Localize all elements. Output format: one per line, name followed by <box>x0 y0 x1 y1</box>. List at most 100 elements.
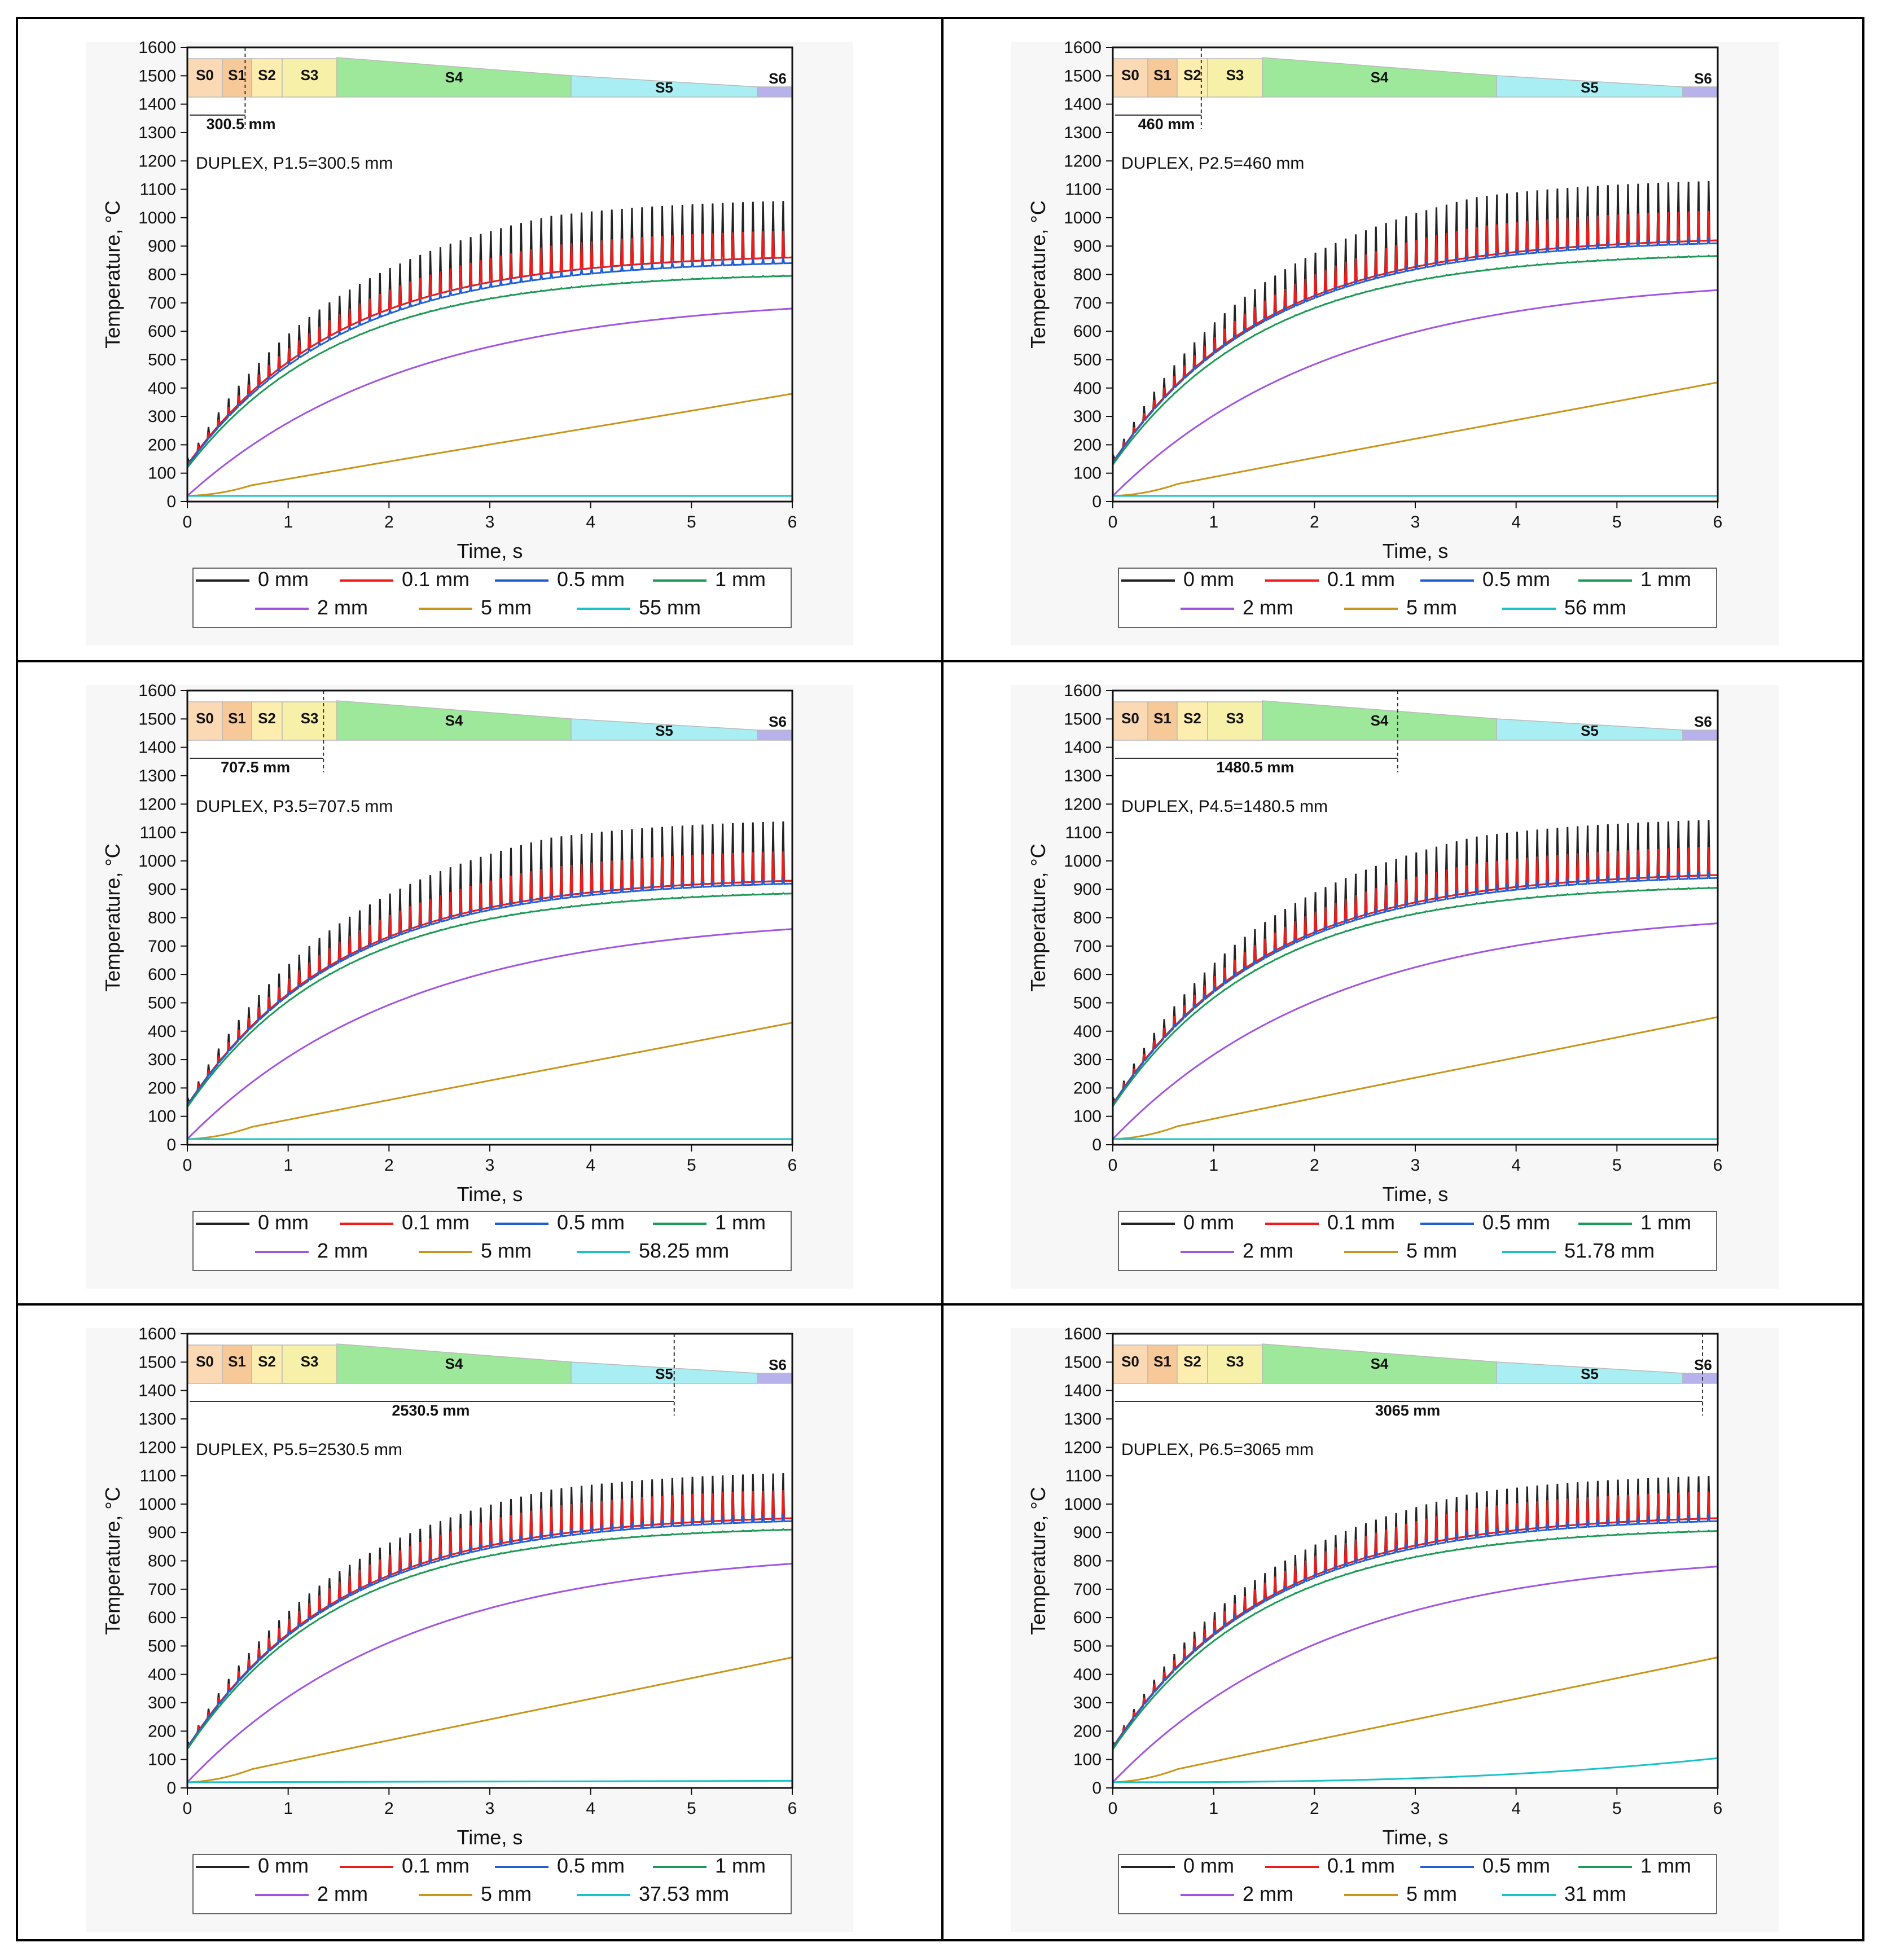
y-axis-label: Temperature, °C <box>1026 200 1050 349</box>
legend-box <box>1118 1854 1717 1914</box>
grid-horizontal-divider-2 <box>18 1303 1862 1306</box>
legend-label-37-53-mm: 37.53 mm <box>639 1882 729 1905</box>
y-tick-label-0: 0 <box>166 493 176 511</box>
y-tick-label-900: 900 <box>148 237 176 256</box>
y-tick-label-200: 200 <box>1073 1079 1102 1097</box>
x-tick-label-3: 3 <box>1411 513 1420 531</box>
y-tick-label-1200: 1200 <box>138 1438 176 1457</box>
y-tick-label-500: 500 <box>1073 350 1102 369</box>
section-s6 <box>1682 86 1718 98</box>
x-tick-label-5: 5 <box>1612 513 1622 531</box>
section-label-s5: S5 <box>655 79 673 96</box>
legend-label-2-mm: 2 mm <box>1243 1239 1293 1262</box>
series-line-2-mm <box>187 307 793 497</box>
y-axis-label: Temperature, °C <box>101 843 124 992</box>
y-tick-label-300: 300 <box>1073 407 1102 426</box>
legend: 0 mm 0.1 mm 0.5 mm 1 mm 2 mm 5 mm 58.25 mm <box>192 1211 792 1271</box>
y-tick-label-100: 100 <box>1073 1108 1102 1126</box>
legend-label-0-5-mm: 0.5 mm <box>557 1854 625 1877</box>
series-line-2-mm <box>1112 1566 1718 1783</box>
series-line-2-mm <box>1112 922 1718 1140</box>
y-tick-label-1400: 1400 <box>138 1382 176 1400</box>
legend-label-1-mm: 1 mm <box>715 568 766 591</box>
section-label-s1: S1 <box>228 1353 246 1370</box>
x-axis-label: Time, s <box>1383 1826 1449 1849</box>
y-tick-label-1400: 1400 <box>138 95 176 114</box>
section-label-s5: S5 <box>655 1365 673 1382</box>
x-tick-label-4: 4 <box>586 1799 595 1818</box>
y-tick-label-600: 600 <box>148 965 176 984</box>
legend-label-0-mm: 0 mm <box>1183 1854 1234 1877</box>
series-line-5-mm <box>187 1656 793 1783</box>
y-tick-label-1100: 1100 <box>1065 1467 1102 1486</box>
y-tick-label-1100: 1100 <box>139 824 176 842</box>
x-tick-label-4: 4 <box>586 513 595 531</box>
section-label-s0: S0 <box>196 710 214 727</box>
legend-label-31-mm: 31 mm <box>1564 1882 1626 1905</box>
legend-box <box>192 568 792 628</box>
legend-label-2-mm: 2 mm <box>317 1882 368 1905</box>
y-tick-label-1600: 1600 <box>1064 38 1102 57</box>
x-tick-label-2: 2 <box>384 1799 394 1818</box>
section-strip: S0 S1 S2 S3 S4 S5 S6 <box>187 700 793 741</box>
y-tick-label-1600: 1600 <box>1064 1325 1102 1343</box>
legend-label-0-1-mm: 0.1 mm <box>1327 1854 1395 1877</box>
y-tick-label-600: 600 <box>148 322 176 341</box>
legend-label-0-1-mm: 0.1 mm <box>402 568 470 591</box>
y-tick-label-400: 400 <box>1073 1022 1102 1041</box>
panel-subtitle: DUPLEX, P3.5=707.5 mm <box>196 797 393 816</box>
y-tick-label-1200: 1200 <box>138 152 176 170</box>
x-tick-label-4: 4 <box>586 1156 595 1175</box>
legend: 0 mm 0.1 mm 0.5 mm 1 mm 2 mm 5 mm 55 mm <box>192 568 792 628</box>
x-tick-label-0: 0 <box>1108 1799 1118 1818</box>
legend-label-2-mm: 2 mm <box>317 1239 368 1262</box>
y-tick-label-200: 200 <box>148 1722 176 1741</box>
y-tick-label-1500: 1500 <box>1064 67 1102 85</box>
position-label: 707.5 mm <box>221 759 290 776</box>
x-tick-label-2: 2 <box>384 1156 394 1175</box>
y-tick-label-1300: 1300 <box>138 767 176 785</box>
x-tick-label-6: 6 <box>788 513 797 531</box>
series-line-31-mm <box>1113 1757 1718 1783</box>
y-tick-label-1500: 1500 <box>1064 710 1102 728</box>
x-tick-label-5: 5 <box>1612 1799 1622 1818</box>
legend-label-1-mm: 1 mm <box>1640 1854 1691 1877</box>
legend-label-5-mm: 5 mm <box>481 1882 532 1905</box>
x-tick-label-6: 6 <box>788 1156 797 1175</box>
y-tick-label-200: 200 <box>148 436 176 454</box>
section-label-s3: S3 <box>1226 1353 1244 1370</box>
legend-label-1-mm: 1 mm <box>715 1211 766 1234</box>
y-tick-label-1000: 1000 <box>138 1495 176 1514</box>
series-line-1-mm <box>1112 886 1718 1107</box>
y-tick-label-1000: 1000 <box>138 209 176 227</box>
x-tick-label-4: 4 <box>1511 513 1521 531</box>
section-label-s4: S4 <box>445 1355 463 1372</box>
y-tick-label-700: 700 <box>1073 937 1102 956</box>
section-s6 <box>757 86 793 98</box>
x-tick-label-0: 0 <box>1108 1156 1118 1175</box>
series-line-0-5-mm <box>1112 238 1718 464</box>
y-tick-label-600: 600 <box>1073 322 1102 341</box>
y-tick-label-500: 500 <box>1073 1637 1102 1655</box>
y-tick-label-100: 100 <box>148 1751 176 1769</box>
section-label-s6: S6 <box>769 70 787 87</box>
y-tick-label-800: 800 <box>1073 1552 1102 1571</box>
x-tick-label-6: 6 <box>1713 1156 1723 1175</box>
legend-box <box>1118 568 1717 628</box>
y-tick-label-100: 100 <box>1073 464 1102 483</box>
legend-label-2-mm: 2 mm <box>317 596 368 619</box>
section-label-s0: S0 <box>1121 1353 1139 1370</box>
y-tick-label-900: 900 <box>1073 1523 1102 1542</box>
position-label: 1480.5 mm <box>1216 759 1294 776</box>
legend-label-2-mm: 2 mm <box>1243 1882 1293 1905</box>
y-tick-label-500: 500 <box>148 350 176 369</box>
legend-label-0-mm: 0 mm <box>1183 1211 1234 1234</box>
legend-label-0-mm: 0 mm <box>258 568 309 591</box>
y-tick-label-1100: 1100 <box>139 1467 176 1486</box>
temperature-chart-p4-5: S0 S1 S2 S3 S4 S5 S6 1480.5 mm DUPLEX, P4.5=1480… <box>1011 682 1779 1289</box>
series-group <box>186 1473 793 1783</box>
section-strip: S0 S1 S2 S3 S4 S5 S6 <box>187 57 793 98</box>
